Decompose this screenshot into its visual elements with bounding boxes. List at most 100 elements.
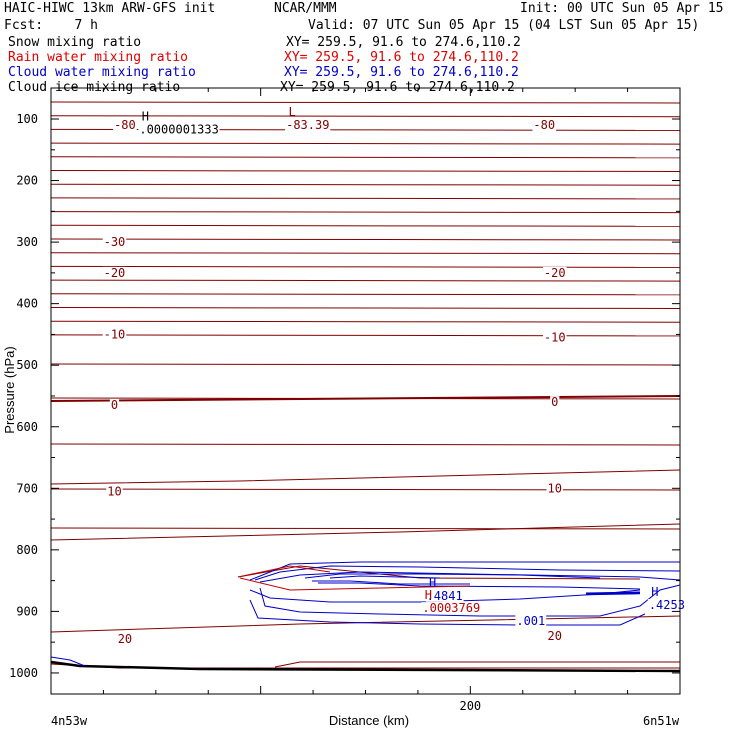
- cloud-water-contour: [254, 565, 681, 581]
- cloud-water-contour: [329, 575, 441, 579]
- y-tick-label: 600: [16, 420, 38, 434]
- field-rain-xy: XY= 259.5, 91.6 to 274.6,110.2: [284, 50, 519, 65]
- y-tick-label: 300: [16, 235, 38, 249]
- temperature-contour: [50, 527, 681, 530]
- temperature-contour-label: -80: [114, 118, 136, 132]
- freezing-level-contour: [50, 395, 681, 402]
- x-axis-label: Distance (km): [329, 713, 409, 728]
- rain-contours: [237, 565, 471, 591]
- extremum-value-bg: [647, 599, 686, 612]
- temperature-contour-label: -30: [104, 235, 126, 249]
- y-tick-label: 700: [16, 481, 38, 495]
- temperature-contour-label-bg: [546, 630, 563, 643]
- field-cloudwater-name: Cloud water mixing ratio: [8, 65, 196, 80]
- temperature-contour-label-bg: [106, 485, 123, 498]
- cloud-water-contour: [259, 571, 681, 583]
- x-right-end-label: 6n51w: [643, 714, 680, 728]
- temperature-contour: [50, 279, 681, 282]
- cloud-water-contour: [259, 584, 681, 617]
- extremum-value-bg: [425, 589, 464, 602]
- temperature-contour: [50, 293, 681, 296]
- header-init: Init: 00 UTC Sun 05 Apr 15: [520, 1, 724, 16]
- extremum-value: -83.39: [286, 118, 329, 132]
- header-title-center: NCAR/MMM: [274, 1, 337, 16]
- temperature-contour: [50, 197, 681, 200]
- field-cloudwater-xy: XY= 259.5, 91.6 to 274.6,110.2: [284, 65, 519, 80]
- terrain-line: [50, 660, 681, 673]
- temperature-contour-label: 0: [551, 395, 558, 409]
- temperature-contour-label: -80: [533, 118, 555, 132]
- temperature-contour-label-bg: [542, 266, 567, 279]
- temperature-contour: [50, 265, 681, 268]
- field-cloudice-xy: XY= 259.5, 91.6 to 274.6,110.2: [280, 80, 515, 95]
- field-snow-name: Snow mixing ratio: [8, 35, 142, 50]
- temperature-contour-label-bg: [113, 119, 137, 132]
- extremum-value: .0003769: [422, 601, 480, 615]
- temperature-contour-label-bg: [102, 328, 127, 341]
- temperature-contour: [50, 469, 681, 485]
- extremum-letter: H: [142, 109, 149, 123]
- temperature-contour: [50, 211, 681, 214]
- temperature-contour: [50, 615, 681, 633]
- temperature-contour-label-bg: [102, 266, 127, 279]
- extremum-value-bg: [285, 119, 331, 131]
- temperature-contour: [50, 101, 681, 104]
- field-rain-name: Rain water mixing ratio: [8, 50, 189, 65]
- field-snow-xy: XY= 259.5, 91.6 to 274.6,110.2: [286, 35, 521, 50]
- extremum-value: .0000001333: [139, 122, 218, 136]
- temperature-contour-label-bg: [116, 633, 134, 646]
- temperature-contour: [50, 142, 681, 145]
- temperature-contour: [50, 523, 681, 541]
- temperature-contour-label: -10: [544, 331, 566, 345]
- cloud-water-contours: [249, 561, 681, 626]
- temperature-contours: [50, 101, 681, 673]
- temperature-contour-label: 20: [118, 632, 132, 646]
- temperature-contour-label-bg: [109, 399, 120, 412]
- temperature-contour: [50, 238, 681, 241]
- extremum-value-bg: [138, 123, 220, 136]
- x-left-end-label: 4n53w: [51, 714, 88, 728]
- temperature-contour: [50, 252, 681, 255]
- cloud-water-contour: [50, 656, 86, 667]
- cloud-water-contour-label: .001: [516, 614, 545, 628]
- cloud-water-contour-label-bg: [515, 614, 547, 627]
- temperature-contour-label-bg: [550, 396, 560, 409]
- plot-frame: [50, 87, 681, 695]
- temperature-contour-label: 20: [548, 629, 562, 643]
- temperature-contour: [50, 170, 681, 172]
- extremum-value: .4253: [649, 598, 685, 612]
- temperature-contour-label-bg: [532, 119, 557, 132]
- rain-contour: [237, 565, 331, 578]
- y-tick-label: 100: [16, 112, 38, 126]
- extremum-letter: H: [425, 588, 432, 602]
- temperature-contour: [50, 156, 681, 159]
- temperature-contour: [50, 443, 681, 446]
- temperature-contour: [50, 307, 681, 309]
- y-tick-label: 200: [16, 174, 38, 188]
- cloud-water-contour: [585, 591, 641, 596]
- extremum-value: .4841: [427, 589, 463, 603]
- x-tick-label: 200: [459, 699, 481, 713]
- temperature-contour: [50, 334, 681, 337]
- temperature-contour: [50, 115, 681, 118]
- y-tick-label: 900: [16, 604, 38, 618]
- temperature-contour-label: -20: [544, 266, 566, 280]
- y-tick-label: 400: [16, 297, 38, 311]
- y-tick-label: 1000: [9, 666, 38, 680]
- temperature-contour-label: 0: [111, 398, 118, 412]
- cloud-water-contour: [249, 561, 680, 581]
- temperature-contour-label: 10: [548, 481, 562, 495]
- contour-labels: -80 -80 -30 -20 -20 -10 -10 0 0 10 10 20 20 L-83.39 H.…: [102, 105, 686, 646]
- y-tick-label: 500: [16, 358, 38, 372]
- y-tick-label: 800: [16, 543, 38, 557]
- header-fcst: Fcst: 7 h: [4, 18, 98, 33]
- rain-contour: [239, 577, 471, 591]
- temperature-contour-label-bg: [102, 236, 127, 249]
- temperature-contour: [50, 320, 681, 323]
- temperature-contour-label-bg: [546, 482, 563, 495]
- temperature-contour-label: 10: [107, 484, 121, 498]
- temperature-contour-label: -20: [104, 266, 126, 280]
- cloud-water-contour: [312, 580, 470, 585]
- temperature-contour: [50, 488, 681, 491]
